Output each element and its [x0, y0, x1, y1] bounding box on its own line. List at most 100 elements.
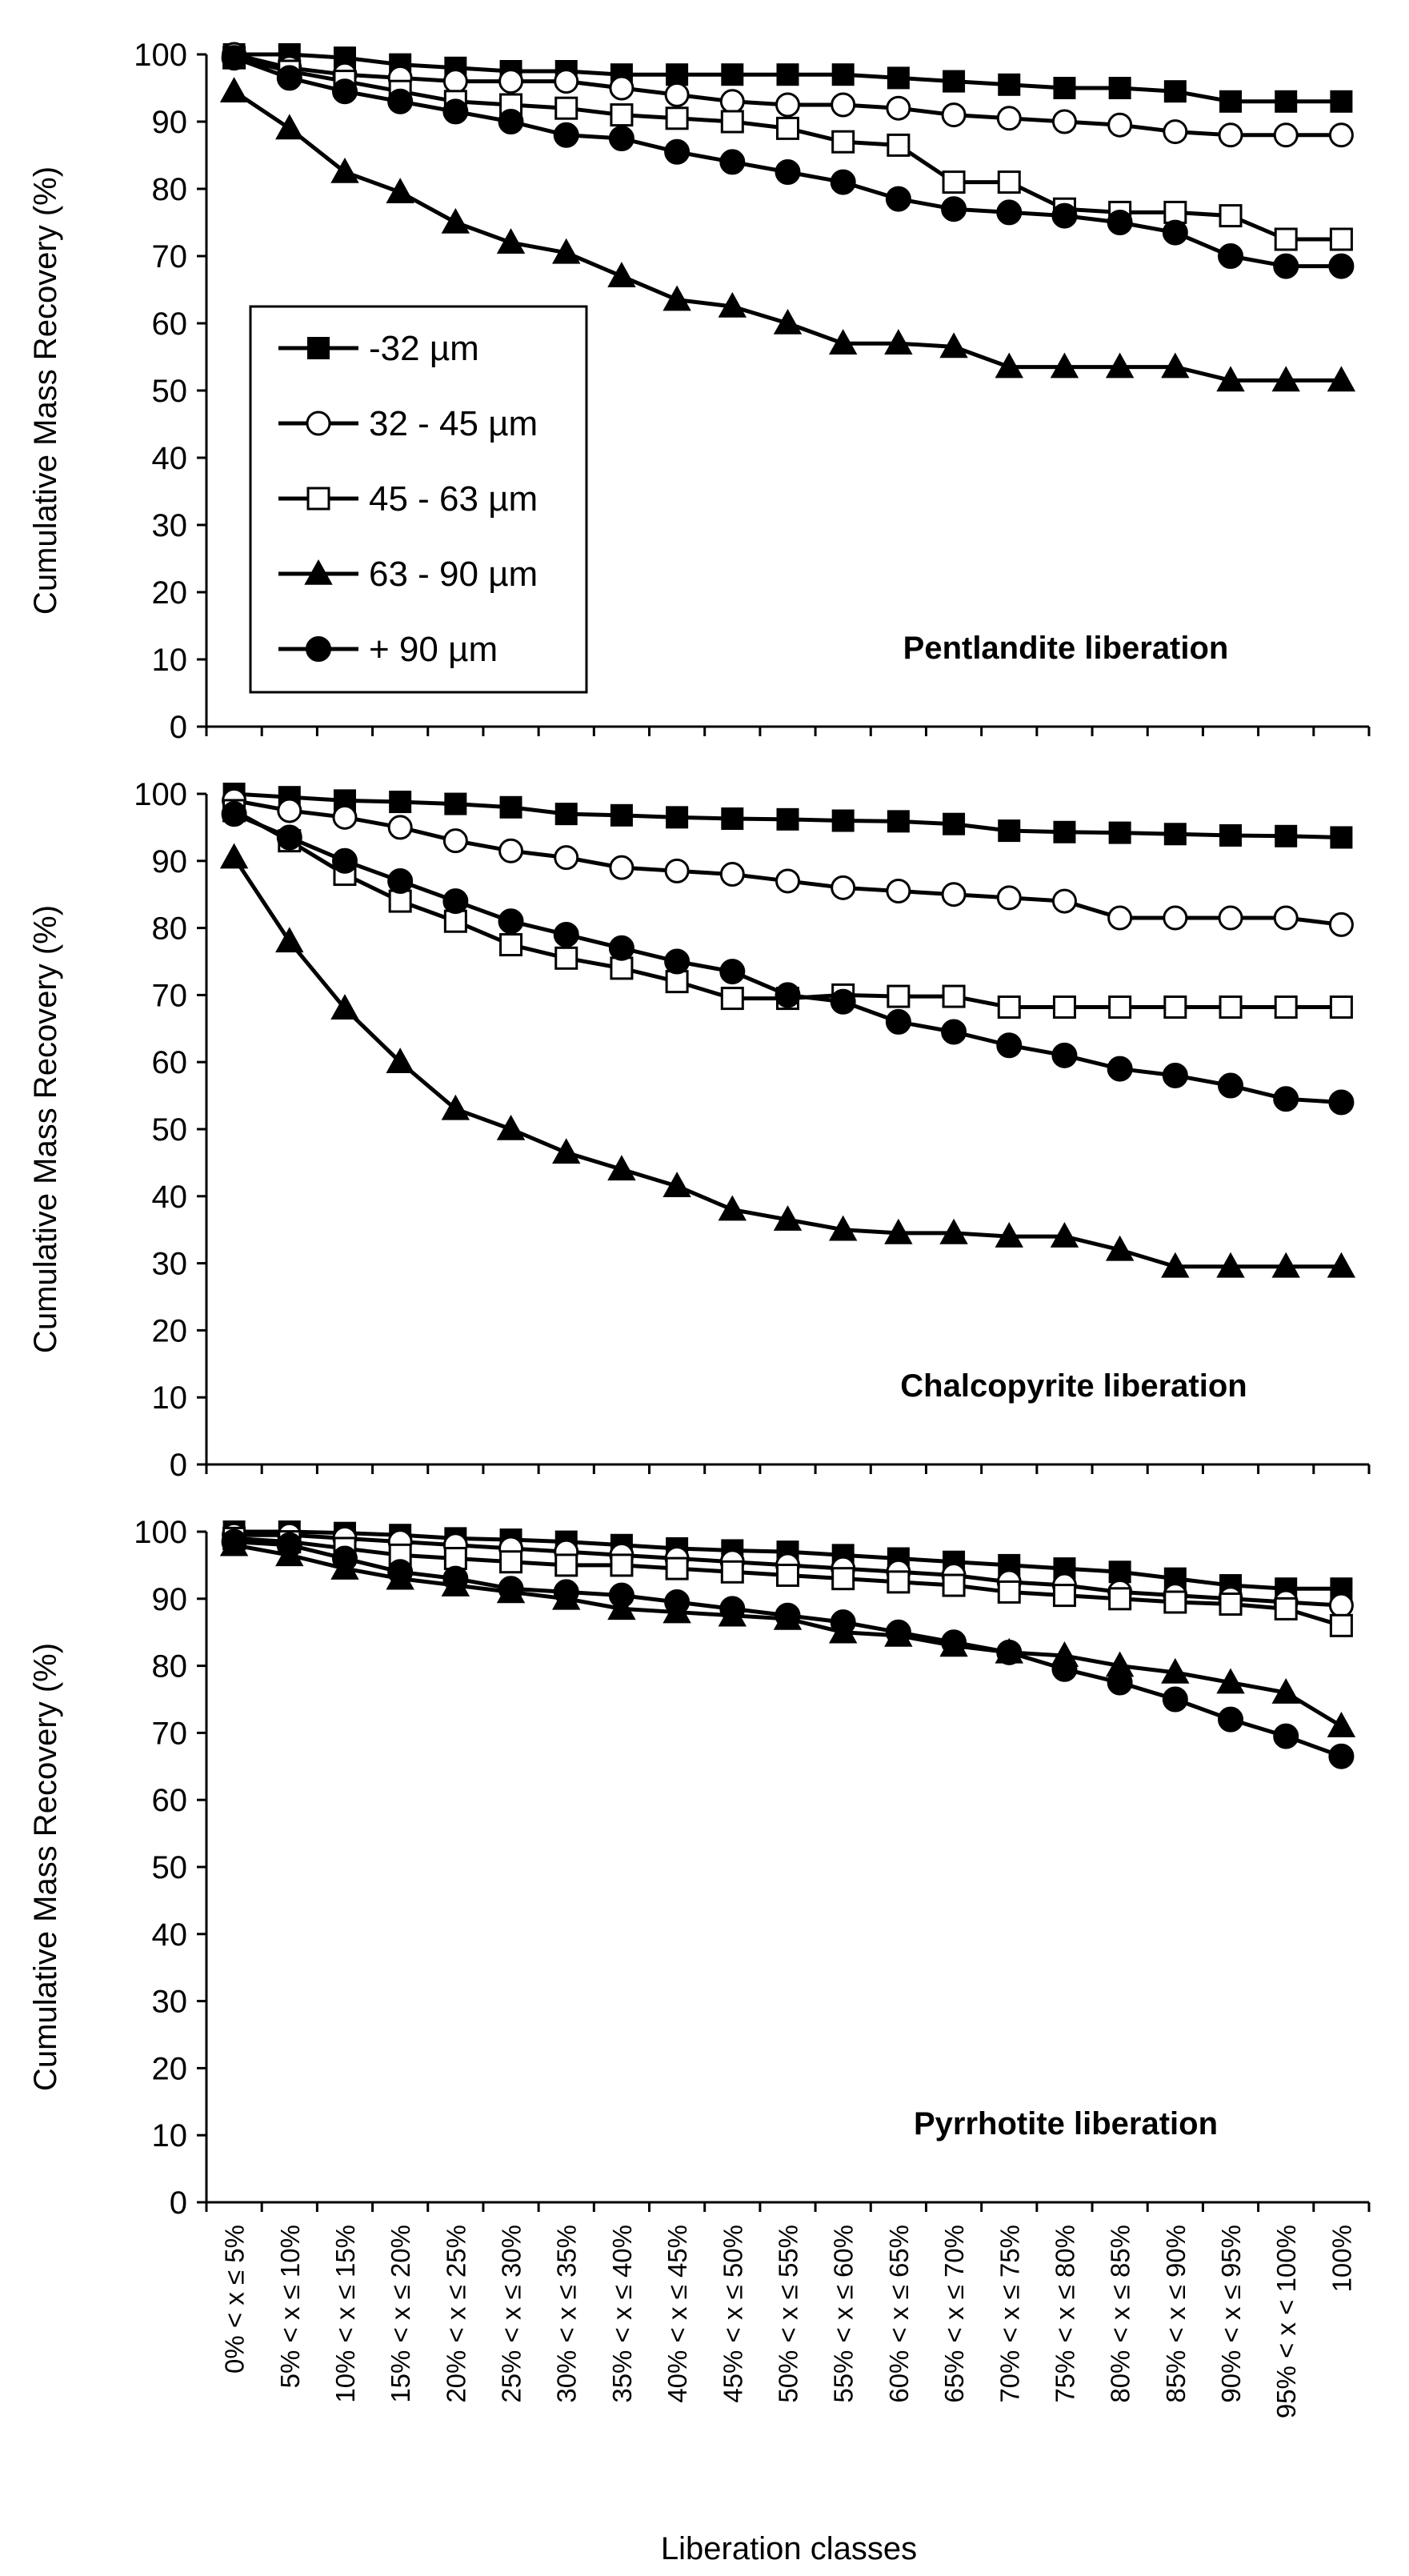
data-point: [1275, 824, 1298, 847]
data-point: [1328, 911, 1354, 937]
data-point: [885, 186, 911, 212]
data-point: [1218, 1072, 1244, 1099]
data-point: [662, 285, 691, 311]
data-point: [331, 78, 358, 105]
data-point: [1107, 1056, 1133, 1082]
data-point: [830, 1609, 856, 1636]
data-point: [720, 987, 744, 1011]
chart-panel-3: 0 10 20 30 40 50 60 70 80 90 100 Cumulative Mass Re…: [28, 1515, 1371, 2221]
data-point: [886, 95, 911, 121]
y-tick-label: 70: [152, 239, 188, 274]
legend-label: 63 - 90 µm: [369, 555, 538, 594]
data-point: [1218, 905, 1243, 931]
data-point: [1105, 1235, 1135, 1261]
data-point: [608, 126, 634, 151]
data-point: [1273, 253, 1299, 279]
data-point: [721, 63, 744, 86]
data-point: [498, 109, 524, 134]
data-point: [1219, 995, 1243, 1019]
data-point: [330, 157, 359, 183]
series-plus-90-um: [221, 45, 1355, 279]
data-point: [719, 862, 745, 887]
data-point: [387, 815, 413, 840]
data-point: [1163, 119, 1188, 145]
data-point: [719, 89, 745, 114]
data-point: [389, 791, 412, 814]
x-category-label: 75% < x ≤ 80%: [1050, 2225, 1079, 2403]
data-point: [1162, 1062, 1188, 1088]
chart-title: Pentlandite liberation: [903, 631, 1229, 666]
data-point: [275, 114, 304, 140]
series-63-90-um: [219, 77, 1356, 392]
data-point: [1053, 77, 1076, 99]
data-point: [887, 810, 910, 833]
y-tick-label: 90: [152, 1582, 188, 1617]
data-point: [942, 1573, 966, 1597]
data-point: [775, 92, 800, 118]
data-point: [830, 169, 856, 195]
data-point: [554, 69, 579, 94]
data-point: [996, 1032, 1023, 1059]
y-tick-label: 90: [152, 844, 188, 879]
y-tick-label: 100: [134, 777, 187, 812]
data-point: [443, 909, 467, 933]
data-point: [1052, 1584, 1076, 1608]
data-point: [1105, 352, 1135, 379]
data-point: [831, 92, 856, 118]
data-point: [884, 1218, 913, 1244]
data-point: [942, 170, 966, 194]
data-point: [1163, 995, 1187, 1019]
data-point: [997, 1580, 1021, 1604]
data-point: [1216, 1252, 1245, 1278]
data-point: [386, 178, 414, 203]
data-point: [996, 1639, 1023, 1665]
data-point: [1328, 1743, 1355, 1769]
data-point: [1327, 1711, 1356, 1737]
data-point: [719, 959, 746, 985]
data-point: [1216, 1668, 1245, 1694]
data-point: [773, 1205, 803, 1231]
x-axis-title: Liberation classes: [661, 2531, 917, 2566]
x-category-label: 80% < x ≤ 85%: [1106, 2225, 1135, 2403]
data-point: [831, 1567, 855, 1591]
data-point: [665, 970, 689, 994]
legend: -32 µm 32 - 45 µm 45 - 63 µm 63 - 90 µm + 90…: [249, 305, 588, 694]
x-category-label: 70% < x ≤ 75%: [995, 2225, 1024, 2403]
y-axis-title: Cumulative Mass Recovery (%): [28, 1643, 63, 2091]
data-point: [499, 933, 523, 957]
y-tick-label: 50: [152, 1112, 188, 1148]
data-point: [662, 1172, 691, 1198]
x-category-labels: 0% < x ≤ 5% 5% < x ≤ 10% 10% < x ≤ 15% 15% …: [220, 2225, 1357, 2418]
data-point: [1216, 366, 1245, 392]
data-point: [276, 65, 302, 91]
data-point: [939, 1218, 968, 1244]
y-tick-label: 10: [152, 2118, 188, 2153]
data-point: [332, 804, 358, 830]
data-point: [1327, 1252, 1356, 1278]
series-45-63-um: [222, 1526, 1353, 1637]
y-tick-label: 30: [152, 508, 188, 543]
data-point: [1108, 821, 1131, 844]
data-point: [995, 1222, 1023, 1248]
data-point: [331, 847, 358, 874]
data-point: [887, 133, 911, 157]
data-point: [1329, 1613, 1353, 1637]
y-tick-label: 100: [134, 1515, 187, 1550]
x-category-label: 5% < x ≤ 10%: [275, 2225, 305, 2388]
data-point: [499, 1550, 523, 1574]
data-point: [1163, 80, 1187, 103]
x-category-label: 20% < x ≤ 25%: [441, 2225, 470, 2403]
y-tick-label: 40: [152, 1917, 188, 1953]
data-point: [1218, 122, 1243, 148]
data-point: [331, 1545, 358, 1572]
data-point: [1328, 1089, 1355, 1116]
data-point: [275, 927, 304, 953]
data-point: [664, 82, 690, 107]
data-point: [942, 984, 966, 1008]
data-point: [1274, 995, 1298, 1019]
data-point: [1107, 210, 1133, 235]
data-point: [219, 77, 249, 102]
data-point: [775, 982, 801, 1008]
